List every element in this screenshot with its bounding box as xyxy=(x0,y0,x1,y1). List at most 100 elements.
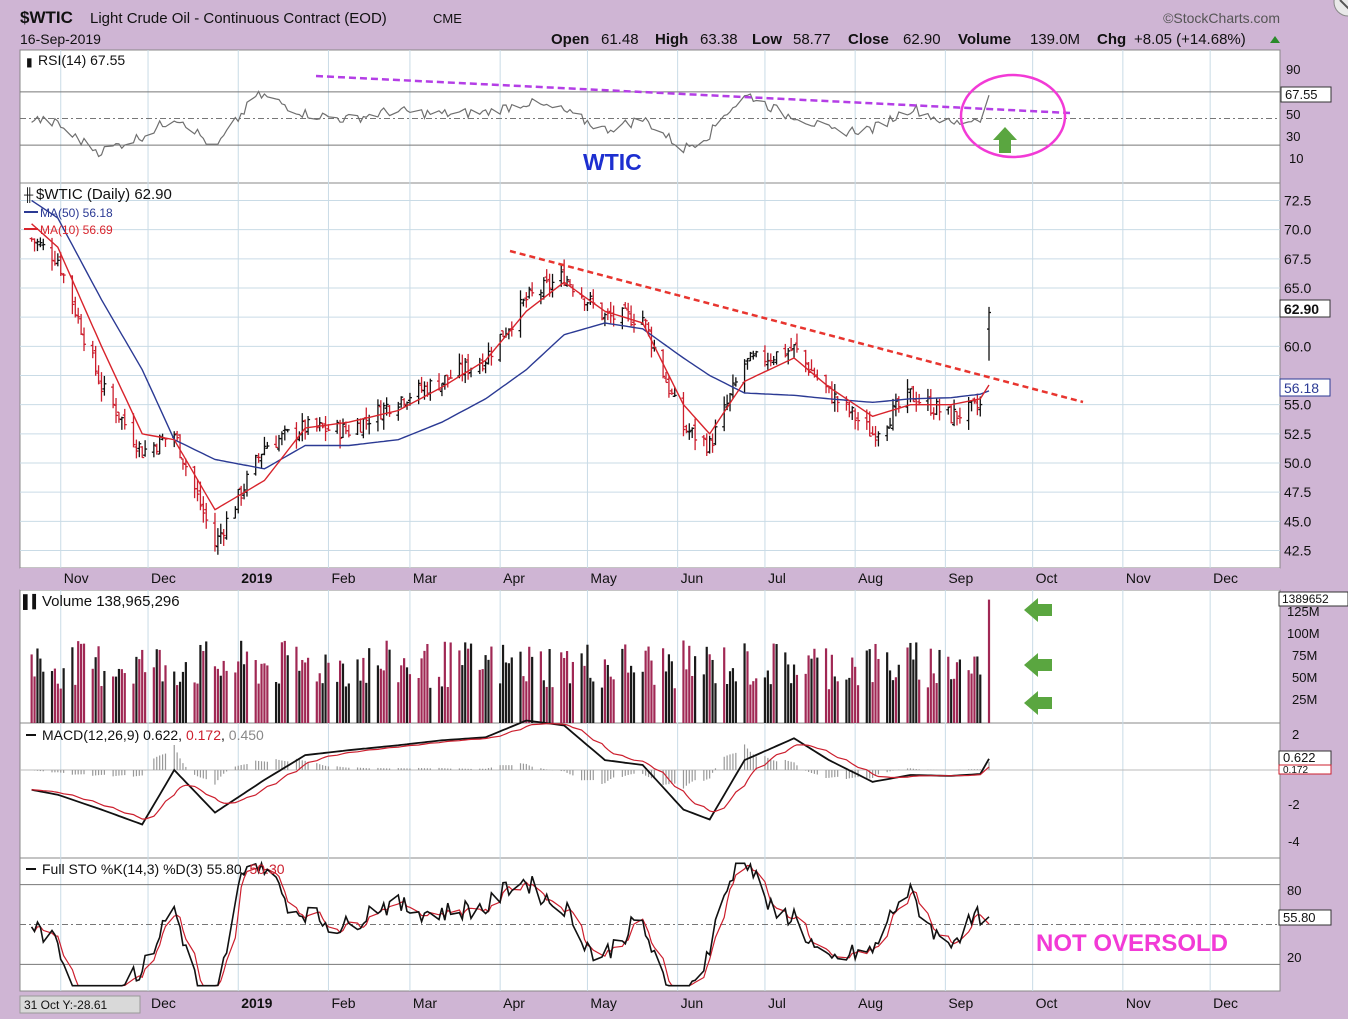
price-bar xyxy=(256,453,261,463)
price-bar xyxy=(82,327,87,352)
rsi-panel xyxy=(19,49,1281,184)
price-bar xyxy=(893,393,898,417)
ma10-legend: MA(10) 56.69 xyxy=(40,223,113,237)
volume-bar xyxy=(647,646,650,723)
price-bar xyxy=(221,528,226,546)
price-bar xyxy=(387,404,392,417)
volume-bar xyxy=(417,677,420,723)
volume-bar xyxy=(36,648,39,723)
price-bar xyxy=(212,512,217,552)
price-bar xyxy=(664,371,669,384)
x-axis-band xyxy=(20,568,1280,590)
scroll-knob-icon[interactable] xyxy=(1333,0,1348,17)
volume-bar xyxy=(240,640,243,723)
price-bar xyxy=(856,412,861,431)
price-bar xyxy=(41,238,46,251)
volume-bar xyxy=(33,676,36,723)
price-bar xyxy=(687,423,692,440)
volume-bar xyxy=(894,677,897,723)
volume-bar xyxy=(161,681,164,723)
volume-bar xyxy=(429,687,432,723)
price-bar xyxy=(55,253,60,267)
price-bar xyxy=(550,273,555,298)
candles-icon: ╫ xyxy=(23,187,34,203)
volume-bar xyxy=(56,683,59,723)
price-bar xyxy=(541,277,546,300)
price-bar xyxy=(544,269,549,284)
macd-panel xyxy=(19,722,1281,859)
price-tick: 55.0 xyxy=(1284,397,1311,413)
volume-bar xyxy=(158,649,161,723)
volume-bar xyxy=(219,675,222,723)
volume-bar xyxy=(318,673,321,723)
month-label: Dec xyxy=(1213,995,1238,1011)
x-axis: Nov Dec 2019 Feb Mar Apr May Jun Jul Aug Sep Oct Nov… xyxy=(64,570,1238,586)
symbol: $WTIC xyxy=(20,8,73,27)
volume-bar xyxy=(813,648,816,723)
macd-axis: 2 -2 -4 xyxy=(1288,727,1300,849)
volume-bar xyxy=(280,642,283,723)
volume-bar xyxy=(955,662,959,723)
price-bar xyxy=(378,400,383,420)
rsi-tick: 30 xyxy=(1286,129,1300,144)
volume-bar xyxy=(368,648,371,723)
price-bar xyxy=(713,419,718,446)
low-label: Low xyxy=(752,31,782,48)
price-bar xyxy=(518,290,523,338)
volume-bar xyxy=(449,642,452,723)
volume-plot xyxy=(30,599,991,723)
price-bar xyxy=(58,252,63,276)
price-bar xyxy=(90,340,95,359)
volume-bar xyxy=(458,650,461,723)
volume-bar xyxy=(542,680,545,723)
price-bar xyxy=(722,396,727,432)
volume-bar xyxy=(787,664,790,723)
price-bar xyxy=(789,337,794,352)
volume-bar xyxy=(525,681,528,723)
volume-bar xyxy=(42,671,45,723)
volume-bar xyxy=(950,679,953,723)
month-label: Dec xyxy=(151,570,176,586)
price-bar xyxy=(140,446,145,459)
volume-bar xyxy=(205,641,208,723)
volume-bar xyxy=(94,657,97,723)
volume-bar xyxy=(766,670,769,723)
volume-bar xyxy=(336,681,339,723)
price-bar xyxy=(239,485,244,506)
price-tick: 42.5 xyxy=(1284,543,1311,559)
volume-bar xyxy=(260,663,263,723)
volume-bar xyxy=(854,666,857,723)
volume-bar xyxy=(74,684,77,723)
price-bar xyxy=(381,402,386,430)
volume-bar xyxy=(571,661,574,723)
month-label: Oct xyxy=(1036,995,1058,1011)
volume-bar xyxy=(141,649,144,723)
volume-bar xyxy=(976,656,979,723)
price-bar xyxy=(978,396,983,417)
brand-logo[interactable]: ©StockCharts.com xyxy=(1163,10,1280,26)
volume-bar xyxy=(277,683,281,723)
price-bar xyxy=(285,428,290,433)
chg-value: +8.05 (+14.68%) xyxy=(1134,31,1246,48)
volume-last-badge: 1389652 xyxy=(1278,591,1348,607)
volume-bar xyxy=(443,641,446,723)
price-trendline xyxy=(509,249,1084,404)
month-label: Nov xyxy=(1126,995,1151,1011)
ma10-line xyxy=(31,223,990,511)
volume-bar xyxy=(810,658,813,723)
volume-bar xyxy=(225,670,228,723)
sto-legend-group: Full STO %K(14,3) %D(3) 55.80, 50.30 xyxy=(42,861,285,877)
volume-bar xyxy=(216,668,219,723)
volume-bar xyxy=(886,652,889,723)
volume-bar xyxy=(420,658,423,723)
volume-bar xyxy=(382,670,385,723)
price-bar xyxy=(396,401,401,421)
volume-bar xyxy=(501,644,505,723)
macd-last-value: 0.622 xyxy=(1283,750,1316,765)
volume-bar xyxy=(155,649,158,723)
volume-bar xyxy=(565,651,569,723)
price-bar xyxy=(303,419,308,440)
price-bar xyxy=(218,523,223,544)
month-label: Sep xyxy=(948,995,973,1011)
open-value: 61.48 xyxy=(601,31,639,48)
